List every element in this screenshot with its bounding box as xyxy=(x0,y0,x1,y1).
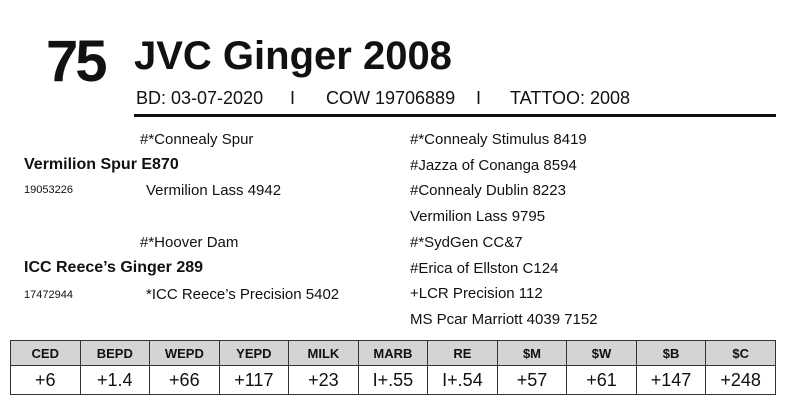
column-header: MARB xyxy=(357,340,429,366)
header-row: CED BEPD WEPD YEPD MILK MARB RE $M $W $B $C xyxy=(10,340,776,366)
ancestor: #*Connealy Stimulus 8419 xyxy=(410,131,587,148)
column-header: $M xyxy=(496,340,568,366)
column-header: $B xyxy=(635,340,707,366)
epd-value: +57 xyxy=(496,365,568,395)
dam-reg: 17472944 xyxy=(24,289,73,301)
lot-number: 75 xyxy=(46,29,107,94)
column-header: $C xyxy=(705,340,776,366)
ancestor: MS Pcar Marriott 4039 7152 xyxy=(410,310,598,328)
epd-value: +248 xyxy=(705,365,776,395)
ancestor: #Erica of Ellston C124 xyxy=(410,259,559,277)
epd-value: +147 xyxy=(635,365,707,395)
ancestor: #Connealy Dublin 8223 xyxy=(410,182,566,199)
separator: I xyxy=(290,88,296,108)
tattoo: TATTOO: 2008 xyxy=(510,88,631,108)
column-header: $W xyxy=(566,340,637,366)
epd-value: I+.55 xyxy=(357,365,429,395)
ancestor: +LCR Precision 112 xyxy=(410,285,543,302)
dam-sire: #*Hoover Dam xyxy=(140,234,239,251)
rule xyxy=(134,114,776,117)
epd-value: +61 xyxy=(566,365,637,395)
animal-name: JVC Ginger 2008 xyxy=(134,34,452,78)
sire-sire: #*Connealy Spur xyxy=(140,131,254,148)
value-row: +6 +1.4 +66 +117 +23 I+.55 I+.54 +57 +61 +147 +248 xyxy=(10,365,776,395)
column-header: MILK xyxy=(288,340,359,366)
ancestor: #*SydGen CC&7 xyxy=(410,234,523,251)
ancestor: Vermilion Lass 9795 xyxy=(410,207,546,225)
ancestor: #Jazza of Conanga 8594 xyxy=(410,156,577,174)
column-header: RE xyxy=(427,340,498,366)
cow-number: COW 19706889 xyxy=(326,88,456,108)
column-header: WEPD xyxy=(149,340,220,366)
sire-reg: 19053226 xyxy=(24,184,73,196)
column-header: YEPD xyxy=(218,340,290,366)
epd-value: +1.4 xyxy=(79,365,151,395)
dam-name: ICC Reece’s Ginger 289 xyxy=(24,259,204,276)
birth-date: BD: 03-07-2020 xyxy=(136,88,264,108)
epd-table: CED BEPD WEPD YEPD MILK MARB RE $M $W $B $C +6 +1.4 +… xyxy=(10,340,776,395)
separator: I xyxy=(476,88,482,108)
dam-dam: *ICC Reece’s Precision 5402 xyxy=(146,286,340,303)
epd-value: +6 xyxy=(10,365,81,395)
column-header: BEPD xyxy=(79,340,151,366)
column-header: CED xyxy=(10,340,81,366)
sire-dam: Vermilion Lass 4942 xyxy=(146,182,282,199)
epd-value: +117 xyxy=(218,365,290,395)
epd-value: +23 xyxy=(288,365,359,395)
sire-name: Vermilion Spur E870 xyxy=(24,156,179,173)
epd-value: I+.54 xyxy=(427,365,498,395)
epd-value: +66 xyxy=(149,365,220,395)
